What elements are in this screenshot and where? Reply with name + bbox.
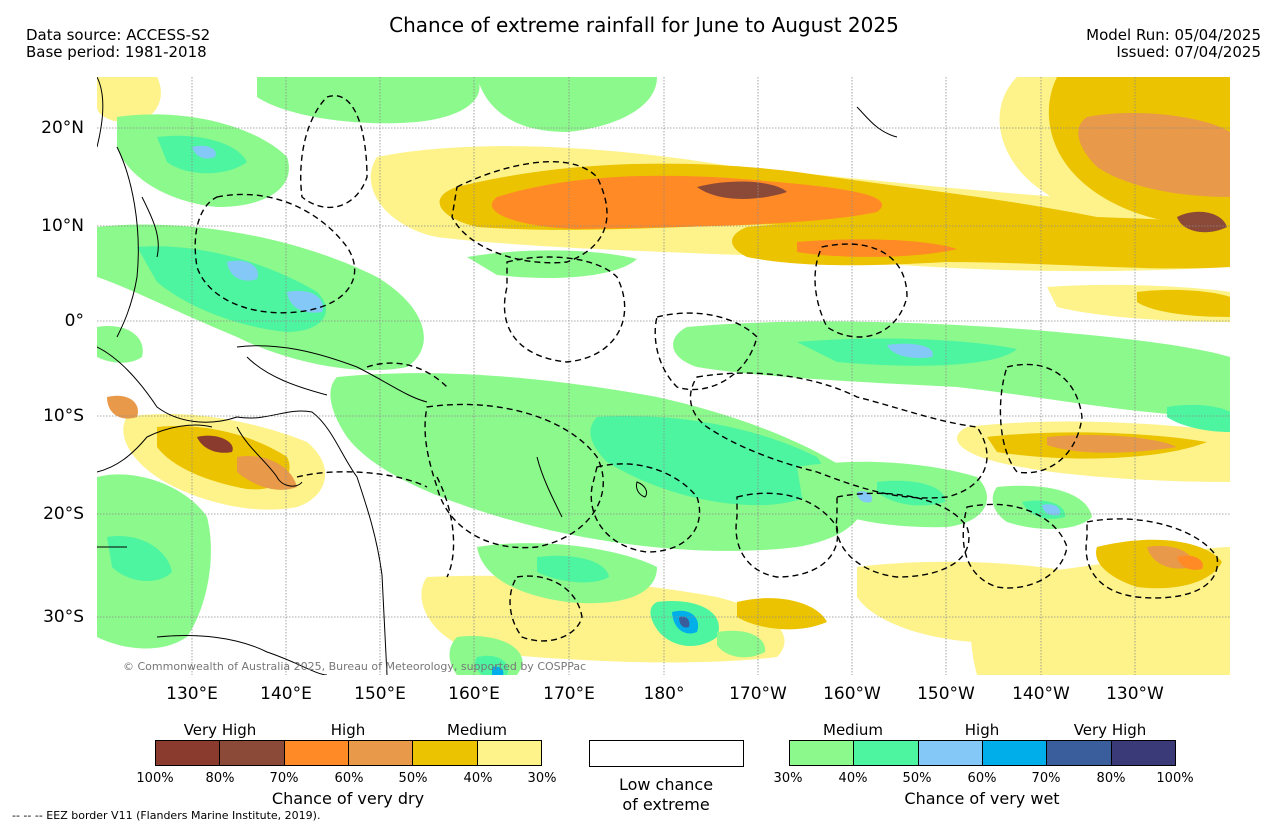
dry-caption: Chance of very dry [271,789,425,808]
rainfall-map [97,77,1230,675]
lat-label-10s: 10°S [43,406,84,426]
dry-tick: 100% [136,771,174,786]
dry-swatch-5 [477,741,541,765]
wet-tick: 50% [902,771,932,786]
lon-label-130e: 130°E [166,684,218,704]
dry-colorbar [155,740,542,766]
wet-level-very-high: Very High [1073,721,1147,739]
graticule [97,77,1230,675]
lon-label-140e: 140°E [260,684,312,704]
lon-label-170e: 170°E [543,684,595,704]
lon-label-160e: 160°E [448,684,500,704]
lon-label-150w: 150°W [917,684,975,704]
dry-swatch-0 [156,741,221,765]
wet-tick: 100% [1156,771,1194,786]
lat-label-30s: 30°S [43,607,84,627]
dry-level-very-high: Very High [183,721,257,739]
lon-label-150e: 150°E [354,684,406,704]
dry-swatch-1 [220,741,285,765]
eez-borders [194,95,1219,642]
issued-date-label: Issued: 07/04/2025 [1116,43,1261,61]
copyright-notice: © Commonwealth of Australia 2025, Bureau… [123,660,587,673]
base-period-label: Base period: 1981-2018 [26,43,207,61]
wet-swatch-2 [918,741,983,765]
lat-label-20n: 20°N [41,118,84,138]
lon-label-160w: 160°W [823,684,881,704]
wet-tick: 80% [1096,771,1126,786]
dry-tick: 50% [398,771,428,786]
low-chance-caption-1: Low chance [618,775,714,794]
wet-tick: 40% [838,771,868,786]
wet-swatch-0 [790,741,855,765]
dry-swatch-2 [284,741,349,765]
wet-tick: 30% [773,771,803,786]
dry-tick: 60% [334,771,364,786]
lon-label-140w: 140°W [1012,684,1070,704]
model-run-label: Model Run: 05/04/2025 [1086,26,1261,44]
wet-swatch-5 [1111,741,1175,765]
lat-label-0: 0° [64,311,84,331]
lat-label-10n: 10°N [41,216,84,236]
dry-tick: 40% [463,771,493,786]
dry-swatch-3 [348,741,414,765]
coastlines [97,77,898,675]
lon-label-170w: 170°W [729,684,787,704]
lon-label-180: 180° [643,684,685,704]
wet-swatch-3 [982,741,1048,765]
dry-tick: 70% [269,771,299,786]
dry-regions [97,77,1230,675]
wet-swatch-4 [1047,741,1112,765]
dry-swatch-4 [413,741,478,765]
dry-level-medium: Medium [447,721,507,739]
map-title: Chance of extreme rainfall for June to A… [389,13,899,37]
dry-tick: 80% [205,771,235,786]
wet-tick: 70% [1031,771,1061,786]
wet-caption: Chance of very wet [904,789,1060,808]
low-chance-caption-2: of extreme [622,795,710,814]
eez-border-note: -- -- -- EEZ border V11 (Flanders Marine… [12,809,321,822]
data-source-label: Data source: ACCESS-S2 [26,26,211,44]
lon-label-130w: 130°W [1106,684,1164,704]
dry-tick: 30% [527,771,557,786]
low-chance-swatch [589,740,744,767]
wet-level-medium: Medium [823,721,883,739]
wet-swatch-1 [854,741,919,765]
wet-colorbar [789,740,1176,766]
dry-level-high: High [330,721,366,739]
wet-level-high: High [964,721,1000,739]
wet-tick: 60% [967,771,997,786]
lat-label-20s: 20°S [43,504,84,524]
